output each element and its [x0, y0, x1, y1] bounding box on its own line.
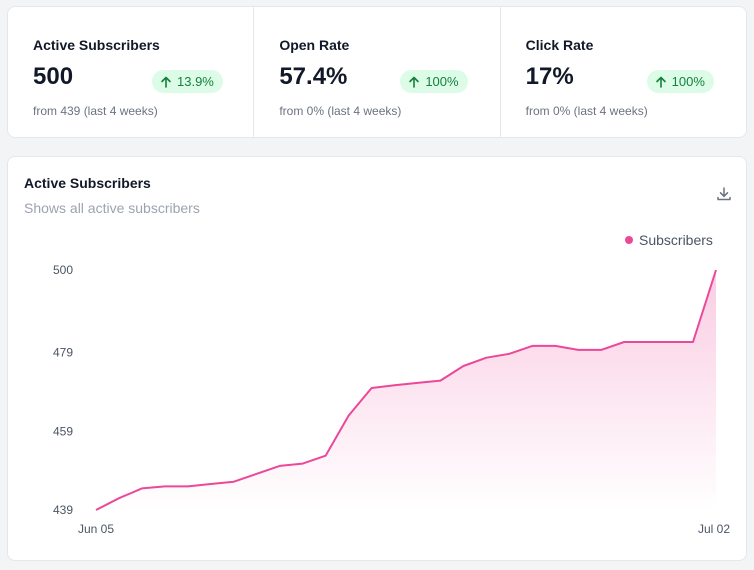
chart-legend: Subscribers: [625, 232, 713, 248]
stats-panel: Active Subscribers 500 13.9% from 439 (l…: [7, 6, 747, 138]
stat-title: Click Rate: [525, 37, 594, 53]
change-value: 13.9%: [177, 74, 214, 89]
stat-active-subscribers: Active Subscribers 500 13.9% from 439 (l…: [8, 7, 255, 137]
change-value: 100%: [671, 74, 705, 89]
change-badge: 13.9%: [152, 70, 223, 93]
stat-title: Open Rate: [279, 37, 350, 53]
stat-value: 57.4%: [279, 63, 348, 90]
stat-value: 17%: [525, 63, 574, 90]
stat-subtext: from 0% (last 4 weeks): [279, 104, 402, 118]
chart-subtitle: Shows all active subscribers: [24, 200, 200, 216]
x-tick-label: Jun 05: [78, 522, 114, 536]
stat-title: Active Subscribers: [33, 37, 160, 53]
arrow-up-icon: [409, 76, 420, 88]
y-tick-label: 500: [53, 263, 73, 277]
change-value: 100%: [425, 74, 459, 89]
y-tick-label: 459: [53, 424, 73, 438]
stat-open-rate: Open Rate 57.4% 100% from 0% (last 4 wee…: [254, 7, 501, 137]
legend-label: Subscribers: [639, 232, 713, 248]
arrow-up-icon: [655, 76, 666, 88]
download-button[interactable]: [715, 185, 733, 203]
chart-title: Active Subscribers: [24, 175, 151, 191]
series-line-subscribers: [95, 269, 717, 511]
download-icon: [717, 187, 731, 201]
x-tick-label: Jul 02: [698, 522, 730, 536]
stat-subtext: from 439 (last 4 weeks): [33, 104, 158, 118]
stat-value: 500: [33, 63, 74, 90]
change-badge: 100%: [400, 70, 468, 93]
series-area-subscribers: [96, 270, 716, 510]
change-badge: 100%: [646, 70, 714, 93]
stat-subtext: from 0% (last 4 weeks): [525, 104, 648, 118]
y-tick-label: 479: [53, 346, 73, 360]
arrow-up-icon: [161, 76, 171, 88]
legend-dot: [625, 236, 633, 244]
stat-click-rate: Click Rate 17% 100% from 0% (last 4 week…: [501, 7, 746, 137]
y-tick-label: 439: [53, 503, 73, 517]
